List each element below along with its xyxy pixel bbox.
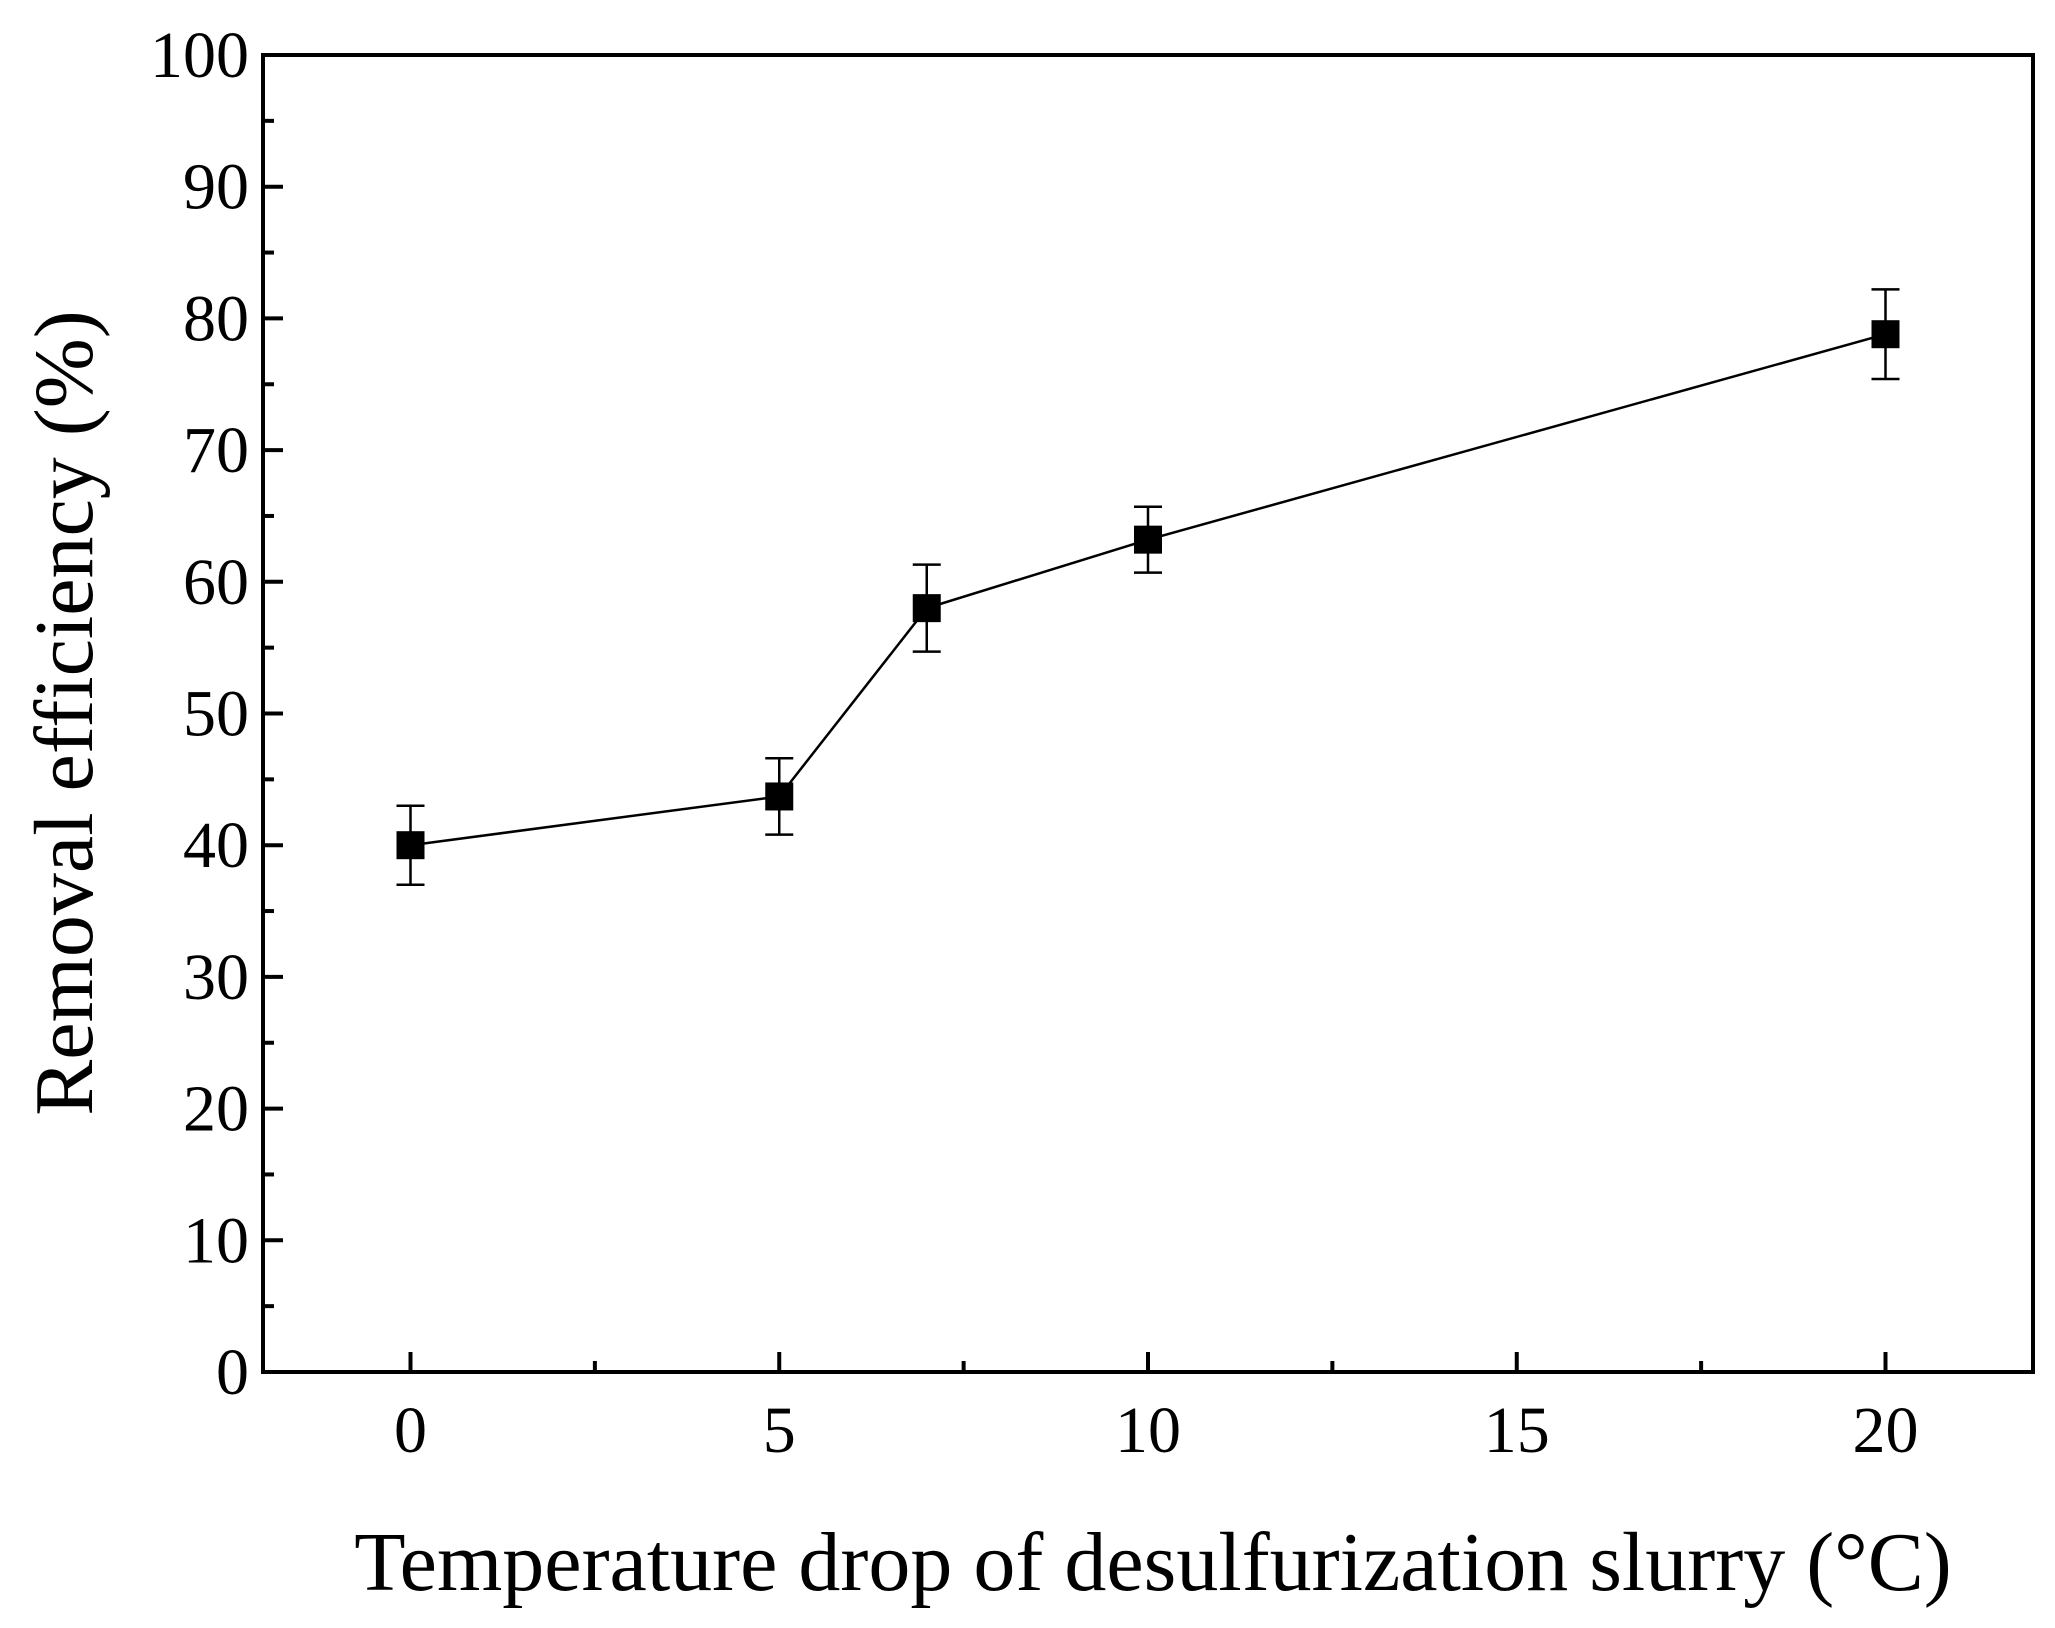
data-point-marker [1134,525,1162,554]
data-point-marker [765,782,794,811]
y-tick-label: 20 [183,1073,249,1146]
y-tick-label: 80 [183,282,249,355]
y-tick-label: 100 [150,19,249,92]
data-point-marker [396,831,425,860]
x-axis-title: Temperature drop of desulfurization slur… [354,1516,1952,1609]
x-tick-label: 5 [763,1394,796,1467]
x-tick-label: 20 [1853,1394,1919,1467]
y-tick-label: 70 [183,414,249,487]
x-tick-label: 0 [394,1394,427,1467]
y-tick-label: 90 [183,151,249,224]
x-tick-label: 15 [1484,1394,1550,1467]
y-tick-label: 30 [183,941,249,1014]
x-tick-label: 10 [1115,1394,1181,1467]
y-tick-label: 0 [216,1336,249,1409]
axis-tick-labels: 0 10 20 30 40 50 60 70 80 90 100 0 5 10 15 20 [150,19,1919,1467]
y-axis-title: Removal efficiency (%) [18,310,111,1115]
data-point-marker [1871,320,1900,349]
axis-ticks [263,53,1888,1374]
y-tick-label: 10 [183,1204,249,1277]
data-series [396,288,1900,886]
data-point-marker [912,594,941,623]
y-tick-label: 50 [183,678,249,751]
y-tick-label: 40 [183,809,249,882]
y-tick-label: 60 [183,546,249,619]
